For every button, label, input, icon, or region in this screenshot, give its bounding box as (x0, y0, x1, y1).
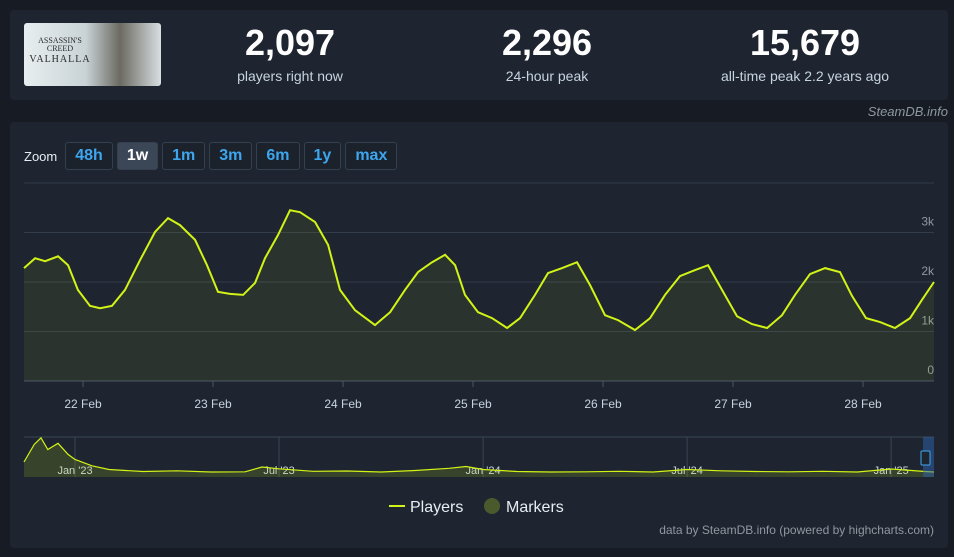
stat-label: players right now (237, 68, 343, 84)
y-tick-label: 2k (921, 264, 935, 278)
legend-label: Players (410, 499, 463, 516)
navigator-label: Jan '25 (874, 465, 909, 477)
y-tick-label: 0 (927, 363, 934, 377)
zoom-bar: Zoom 48h 1w 1m 3m 6m 1y max (24, 142, 398, 170)
zoom-label: Zoom (24, 148, 58, 164)
x-tick-label: 27 Feb (714, 397, 752, 411)
x-tick-label: 22 Feb (64, 397, 102, 411)
navigator-label: Jan '23 (57, 465, 92, 477)
zoom-button[interactable]: 3m (209, 142, 253, 170)
x-tick-label: 23 Feb (194, 397, 232, 411)
stat: 2,097 players right now (170, 22, 410, 84)
stat: 15,679 all-time peak 2.2 years ago (685, 22, 925, 84)
zoom-button[interactable]: max (345, 142, 398, 170)
stats-panel (10, 10, 948, 100)
zoom-button[interactable]: 1w (116, 142, 159, 170)
area (24, 210, 934, 381)
credits: data by SteamDB.info (powered by highcha… (659, 523, 934, 537)
zoom-button[interactable]: 1y (303, 142, 342, 170)
stat-label: all-time peak 2.2 years ago (720, 68, 890, 84)
legend-symbol (484, 498, 500, 514)
x-tick-label: 24 Feb (324, 397, 362, 411)
x-tick-label: 28 Feb (844, 397, 882, 411)
legend-label: Markers (506, 499, 564, 516)
chart-panel (10, 122, 948, 548)
line (23, 209, 935, 332)
stat: 2,296 24-hour peak (427, 22, 667, 84)
navigator-line (23, 436, 935, 473)
stat-value: 2,296 (501, 22, 593, 63)
stat-value: 15,679 (749, 22, 861, 63)
game-art: ASSASSIN'S CREED VALHALLA (24, 23, 161, 86)
source: SteamDB.info (867, 104, 948, 119)
art-text: CREED (46, 44, 74, 53)
y-tick-label: 3k (921, 215, 935, 229)
zoom-button[interactable]: 1m (162, 142, 206, 170)
y-tick-label: 1k (921, 314, 935, 328)
stat-label: 24-hour peak (505, 68, 589, 84)
stat-value: 2,097 (244, 22, 336, 63)
art-text: VALHALLA (29, 54, 91, 65)
navigator-label: Jul '24 (671, 465, 702, 477)
art-text: ASSASSIN'S (38, 36, 82, 45)
x-tick-label: 25 Feb (454, 397, 492, 411)
zoom-button[interactable]: 6m (256, 142, 300, 170)
zoom-button[interactable]: 48h (65, 142, 113, 170)
x-tick-label: 26 Feb (584, 397, 622, 411)
navigator-handle (920, 450, 931, 466)
